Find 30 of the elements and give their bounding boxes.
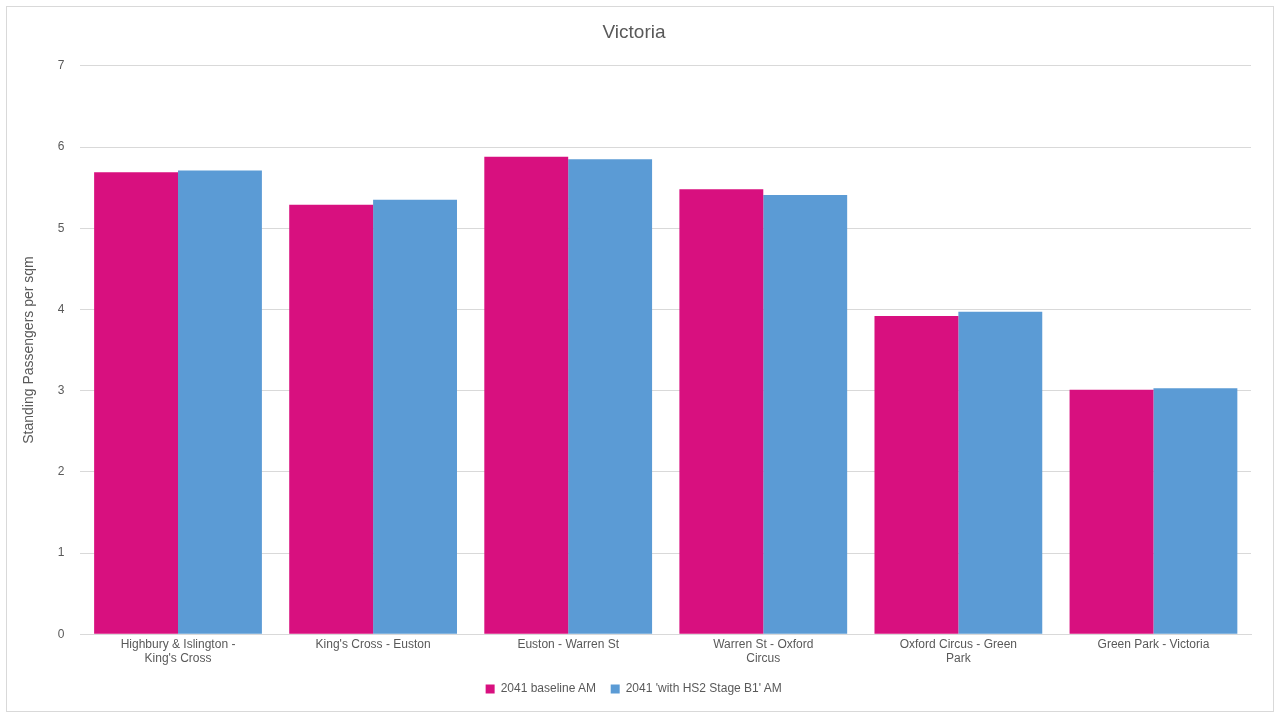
chart-title: Victoria: [602, 20, 666, 42]
y-tick-label: 5: [57, 220, 65, 235]
bar: [568, 159, 653, 634]
bar: [1069, 389, 1154, 634]
y-tick-label: 3: [57, 382, 65, 397]
bar: [763, 194, 848, 634]
x-tick-label: Oxford Circus - Green Park: [899, 636, 1018, 666]
bar: [94, 172, 179, 634]
y-tick-label: 6: [57, 139, 65, 154]
x-tick-label: King's Cross - Euston: [315, 636, 431, 651]
bar: [874, 315, 959, 634]
y-tick-label: 2: [57, 464, 65, 479]
bar: [289, 204, 374, 634]
y-tick-label: 4: [57, 301, 65, 316]
bar: [1153, 388, 1238, 634]
bar: [373, 199, 457, 634]
y-tick-label: 0: [57, 626, 65, 641]
x-tick-label: Warren St - Oxford Circus: [713, 636, 814, 666]
bar: [178, 170, 262, 634]
y-axis-title: Standing Passengers per sqm: [20, 256, 37, 444]
y-tick-label: 1: [57, 545, 65, 560]
x-tick-label: Highbury & Islington - King's Cross: [120, 636, 236, 666]
x-tick-label: Green Park - Victoria: [1097, 636, 1210, 651]
legend-label: 2041 'with HS2 Stage B1' AM: [625, 681, 782, 696]
bar: [679, 189, 764, 634]
legend-label: 2041 baseline AM: [500, 681, 597, 696]
bar: [484, 156, 569, 634]
bar: [958, 311, 1043, 634]
y-tick-label: 7: [57, 58, 65, 73]
x-tick-label: Euston - Warren St: [517, 636, 620, 651]
